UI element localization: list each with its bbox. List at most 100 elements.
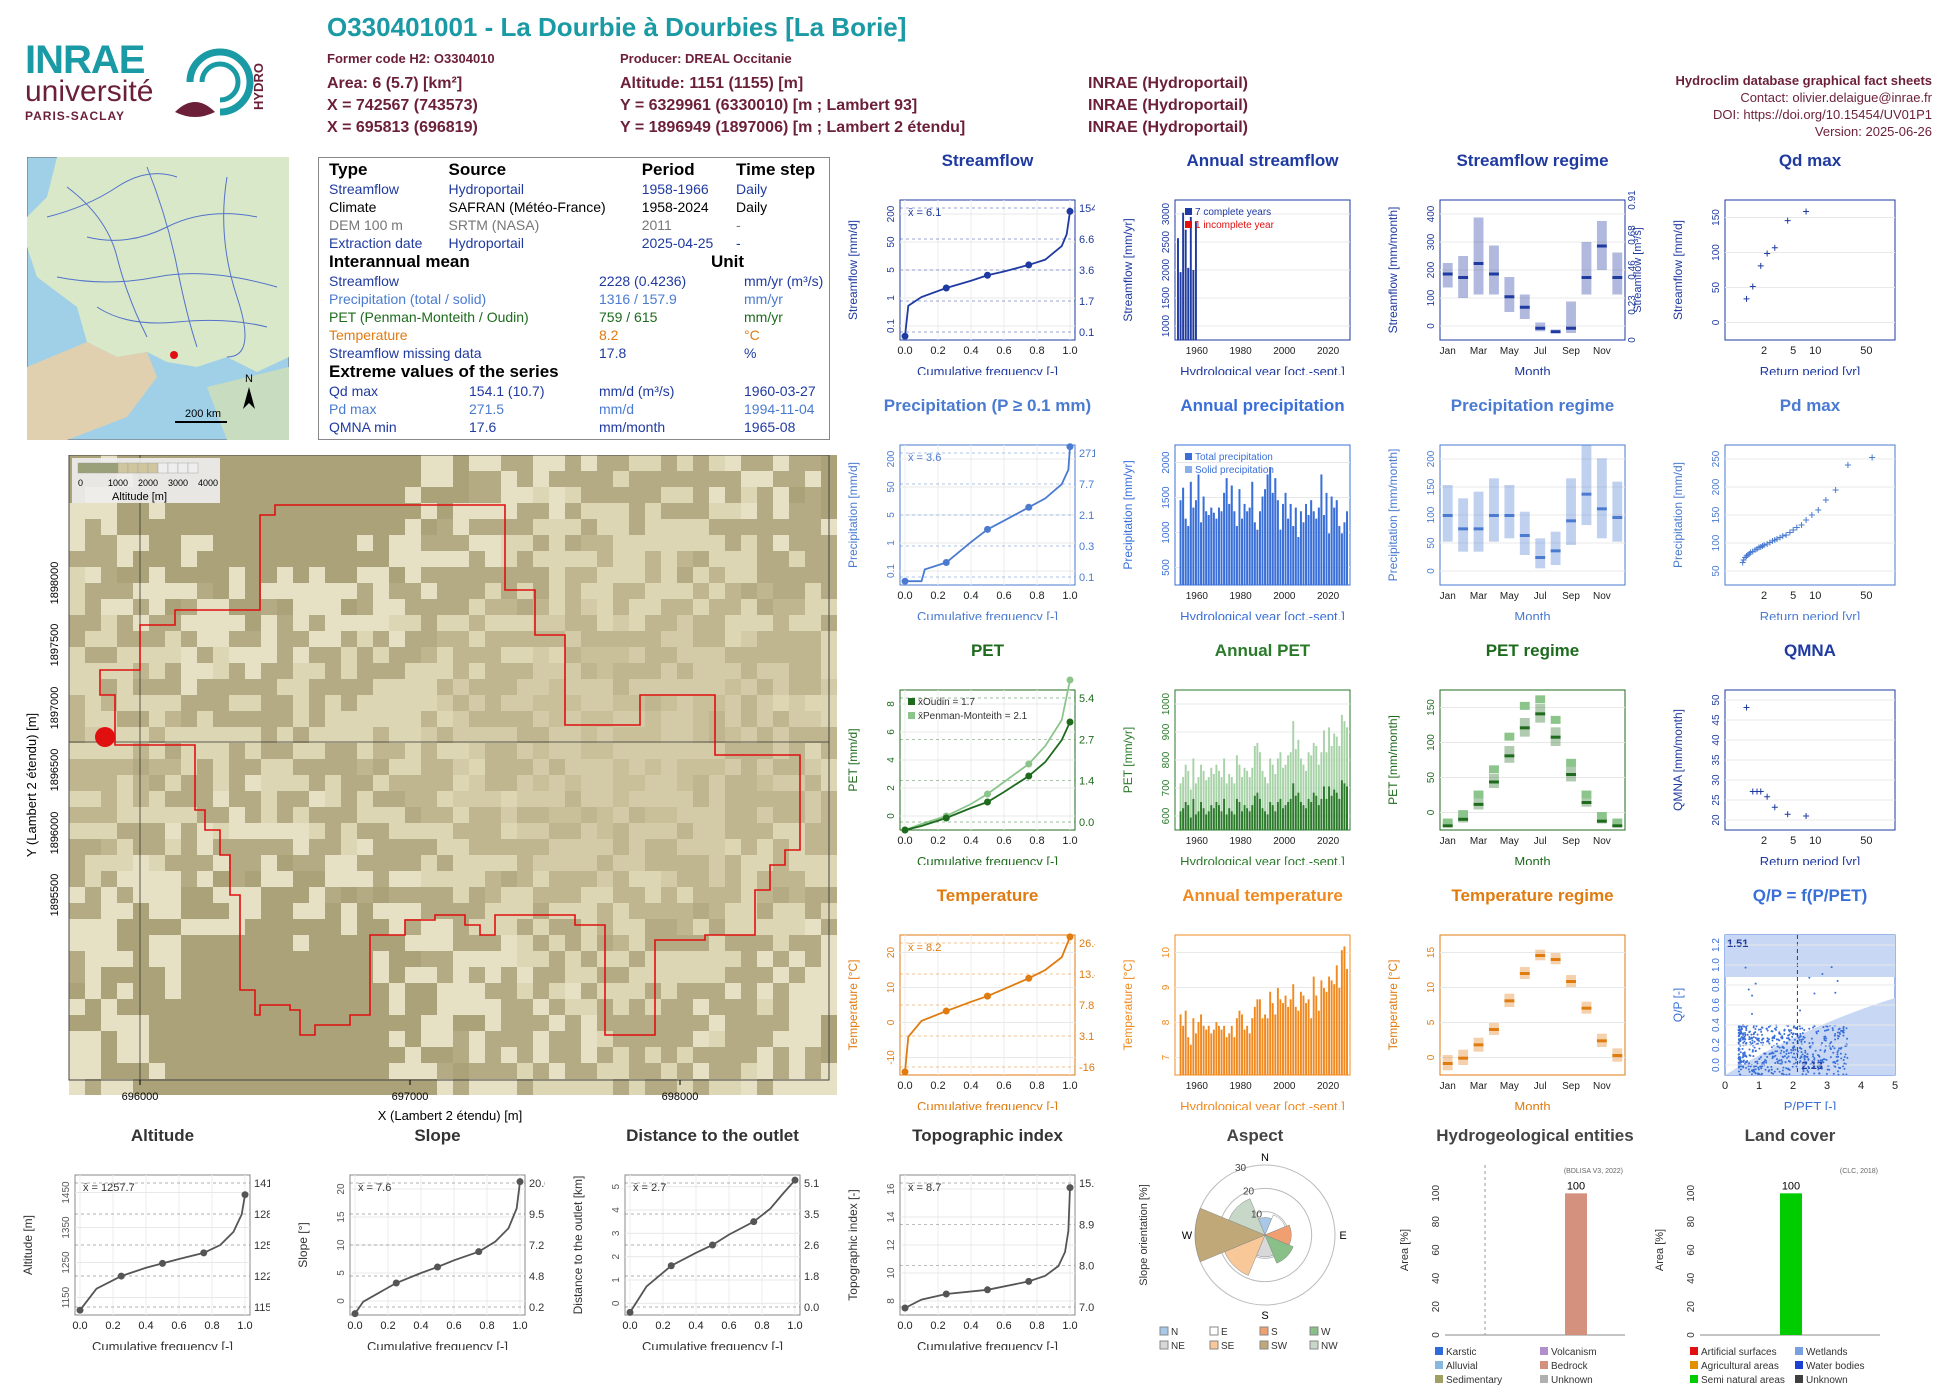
- terrain-cell: [133, 919, 149, 935]
- terrain-cell: [773, 775, 789, 791]
- terrain-cell: [165, 599, 181, 615]
- terrain-cell: [789, 631, 805, 647]
- extreme-value: 154.1 (10.7): [469, 383, 545, 399]
- terrain-cell: [453, 919, 469, 935]
- terrain-cell: [373, 775, 389, 791]
- terrain-cell: [245, 823, 261, 839]
- terrain-cell: [533, 583, 549, 599]
- terrain-cell: [517, 599, 533, 615]
- terrain-cell: [709, 727, 725, 743]
- scatter-point: [1782, 1046, 1785, 1049]
- quantile-point: [1025, 760, 1033, 768]
- y-tick-label: 50: [1711, 694, 1722, 706]
- terrain-cell: [773, 519, 789, 535]
- legend-label: x̄Oudin = 1.7: [918, 697, 975, 708]
- bar: [1256, 999, 1259, 1075]
- scatter-point: [1787, 1037, 1790, 1040]
- y-tick-label: 150: [1426, 699, 1437, 716]
- terrain-cell: [405, 903, 421, 919]
- terrain-cell: [421, 743, 437, 759]
- terrain-cell: [453, 1015, 469, 1031]
- legend-label: N: [1171, 1327, 1178, 1338]
- terrain-cell: [741, 551, 757, 567]
- terrain-cell: [389, 935, 405, 951]
- bar: [1197, 474, 1200, 585]
- box-2: [1566, 758, 1576, 767]
- bar: [1235, 798, 1238, 830]
- scatter-point: [1738, 1073, 1741, 1076]
- y-tick-label: 1000: [1161, 521, 1172, 544]
- terrain-cell: [197, 1063, 213, 1079]
- median-mark: [1550, 958, 1561, 961]
- terrain-cell: [469, 887, 485, 903]
- data-point: [1803, 208, 1810, 215]
- terrain-cell: [613, 1031, 629, 1047]
- terrain-cell: [533, 759, 549, 775]
- bar-2: [1269, 758, 1272, 830]
- right-tick-label: 0.46: [1627, 260, 1638, 280]
- terrain-cell: [277, 1015, 293, 1031]
- scatter-point: [1756, 1033, 1759, 1036]
- terrain-cell: [133, 567, 149, 583]
- y-tick-label: 40: [1711, 734, 1722, 746]
- terrain-cell: [805, 599, 821, 615]
- terrain-cell: [533, 519, 549, 535]
- bar: [1317, 1010, 1320, 1075]
- terrain-cell: [149, 631, 165, 647]
- terrain-cell: [565, 1015, 581, 1031]
- scatter-point: [1791, 1035, 1794, 1038]
- x-tick-label: 1960: [1186, 836, 1209, 847]
- chart-streamflow_regime: Streamflow regime Streamflow [mm/month] Mo…: [1385, 150, 1645, 379]
- extreme-row: QMNA min 17.6 mm/month 1965-08: [319, 418, 829, 436]
- terrain-cell: [677, 471, 693, 487]
- y-tick-label: 2: [611, 1253, 622, 1259]
- terrain-cell: [213, 919, 229, 935]
- terrain-cell: [485, 631, 501, 647]
- quantile-point: [159, 1259, 166, 1267]
- terrain-cell: [661, 887, 677, 903]
- terrain-cell: [453, 1079, 469, 1095]
- terrain-cell: [181, 1031, 197, 1047]
- scatter-point: [1744, 966, 1747, 969]
- terrain-cell: [149, 503, 165, 519]
- scatter-point: [1748, 1048, 1751, 1051]
- x-tick-label: 0.8: [204, 1320, 219, 1332]
- terrain-cell: [341, 631, 357, 647]
- terrain-cell: [421, 503, 437, 519]
- legend-swatch: [1309, 1326, 1319, 1336]
- bar-2: [1241, 777, 1243, 830]
- bar: [1205, 511, 1208, 585]
- y-tick-label: 1.2: [1711, 938, 1722, 952]
- terrain-cell: [69, 1031, 85, 1047]
- bar-2: [1182, 777, 1185, 830]
- scatter-point: [1759, 1056, 1762, 1059]
- terrain-cell: [533, 695, 549, 711]
- terrain-cell: [613, 695, 629, 711]
- x-tick-label: 0.6: [446, 1320, 461, 1332]
- terrain-cell: [629, 599, 645, 615]
- terrain-cell: [677, 567, 693, 583]
- bar: [1218, 805, 1220, 830]
- terrain-cell: [117, 903, 133, 919]
- terrain-cell: [197, 999, 213, 1015]
- terrain-cell: [261, 727, 277, 743]
- terrain-cell: [645, 599, 661, 615]
- terrain-cell: [645, 935, 661, 951]
- terrain-cell: [693, 983, 709, 999]
- terrain-cell: [149, 1031, 165, 1047]
- scatter-point: [1742, 1041, 1745, 1044]
- terrain-cell: [101, 615, 117, 631]
- x-tick-label: 1960: [1186, 346, 1209, 357]
- y-tick-label: 80: [1686, 1216, 1697, 1228]
- scatter-point: [1785, 1073, 1788, 1076]
- terrain-cell: [757, 551, 773, 567]
- terrain-cell: [245, 983, 261, 999]
- credits-doi[interactable]: DOI: https://doi.org/10.15454/UV01P1: [1713, 107, 1932, 122]
- terrain-cell: [517, 887, 533, 903]
- terrain-cell: [437, 823, 453, 839]
- terrain-cell: [373, 663, 389, 679]
- x-tick-label: 0.0: [622, 1320, 637, 1332]
- terrain-cell: [597, 503, 613, 519]
